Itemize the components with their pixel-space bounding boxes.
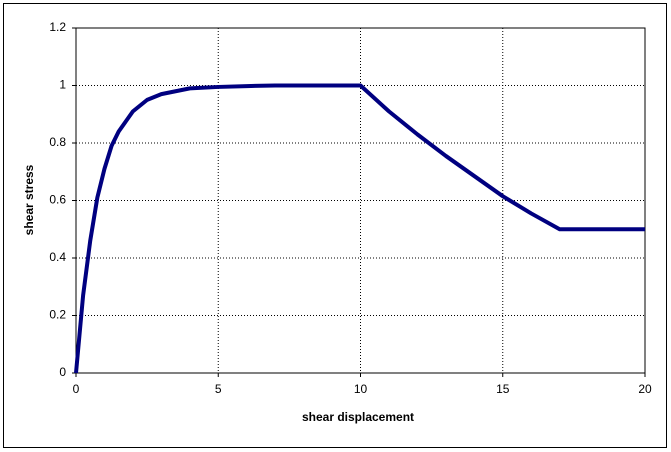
y-tick-label: 0.8 bbox=[49, 135, 66, 149]
y-tick-label: 1 bbox=[59, 78, 66, 92]
y-tick-label: 0.6 bbox=[49, 193, 66, 207]
x-tick-label: 0 bbox=[73, 382, 80, 396]
x-tick-label: 15 bbox=[496, 382, 510, 396]
y-tick-label: 0.2 bbox=[49, 308, 66, 322]
y-tick-label: 0 bbox=[59, 365, 66, 379]
x-tick-label: 5 bbox=[215, 382, 222, 396]
x-tick-label: 10 bbox=[354, 382, 368, 396]
data-line bbox=[74, 83, 645, 374]
x-tick-label: 20 bbox=[638, 382, 652, 396]
plot-border bbox=[75, 27, 646, 374]
chart-border bbox=[3, 3, 667, 448]
y-axis-title: shear stress bbox=[22, 164, 36, 235]
x-axis-title: shear displacement bbox=[302, 410, 414, 424]
y-tick-label: 1.2 bbox=[49, 20, 66, 34]
y-tick-label: 0.4 bbox=[49, 250, 66, 264]
